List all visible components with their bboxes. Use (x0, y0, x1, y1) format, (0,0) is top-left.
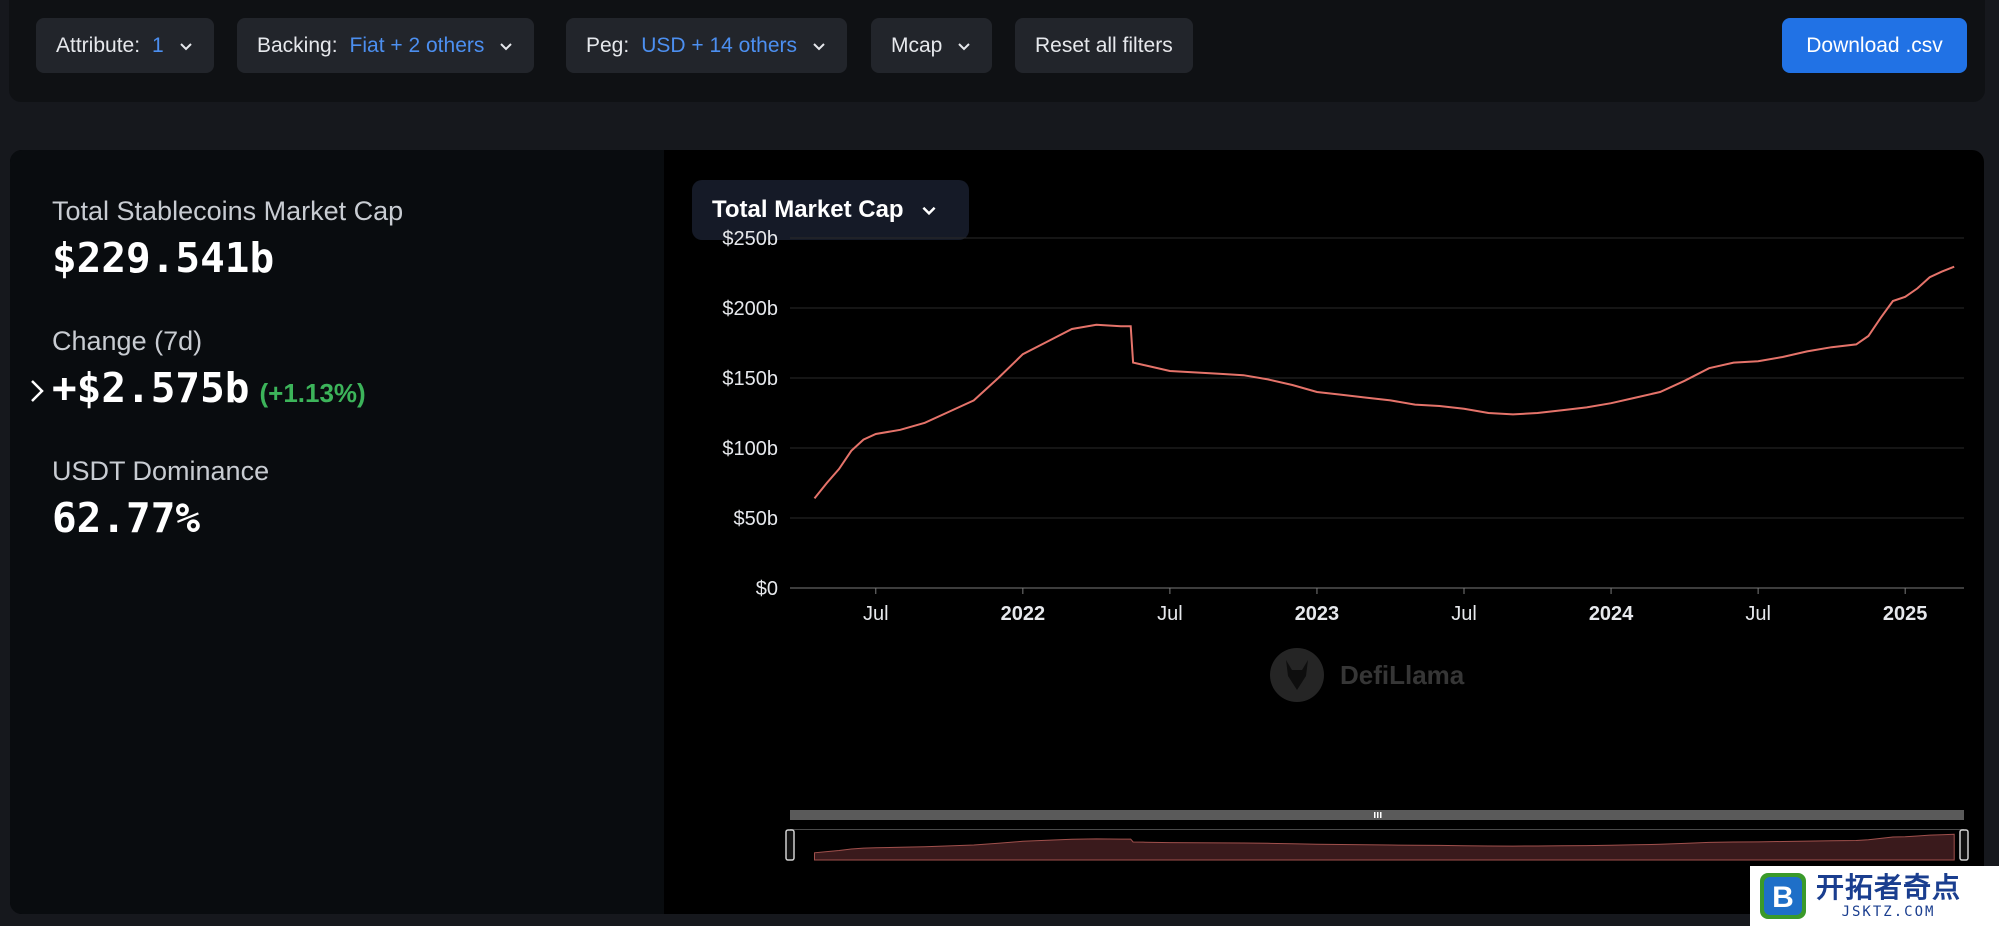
x-tick-label: Jul (1745, 603, 1771, 625)
jsktz-domain-text: JSKTZ.COM (1841, 904, 1936, 920)
zoom-left-handle[interactable] (785, 829, 795, 861)
backing-filter-label: Backing: (257, 33, 338, 57)
y-axis-ticks: $250b $200b $150b $100b $50b $0 (722, 228, 778, 600)
reset-filters-label: Reset all filters (1035, 33, 1173, 57)
backing-filter-button[interactable]: Backing: Fiat + 2 others (237, 18, 535, 73)
chart-type-label: Total Market Cap (712, 196, 904, 223)
x-tick-label: Jul (863, 603, 889, 625)
change-7d-value: +$2.575b (52, 364, 250, 412)
x-tick-label: Jul (1451, 603, 1477, 625)
market-cap-line (813, 265, 1955, 500)
chevron-down-icon (180, 42, 192, 50)
x-tick-label: Jul (1157, 603, 1183, 625)
jsktz-logo-icon: B (1760, 873, 1806, 919)
x-tick-label: 2025 (1883, 603, 1928, 625)
y-tick-label: $200b (722, 298, 778, 320)
total-mcap-value: $229.541b (52, 234, 275, 282)
download-csv-label: Download .csv (1806, 33, 1943, 57)
chevron-down-icon (813, 42, 825, 50)
svg-text:B: B (1772, 881, 1794, 914)
chart-grid (790, 237, 1964, 589)
x-tick-label: 2024 (1589, 603, 1634, 625)
zoom-preview-border (790, 829, 1964, 830)
mcap-filter-label: Mcap (891, 33, 943, 57)
x-axis-ticks: Jul 2022 Jul 2023 Jul 2024 Jul 2025 (863, 588, 1927, 625)
peg-filter-button[interactable]: Peg: USD + 14 others (566, 18, 848, 73)
watermark-text: DefiLlama (1340, 659, 1465, 690)
filter-bar: Attribute: 1 Backing: Fiat + 2 others Pe… (9, 0, 1985, 102)
stats-panel: Total Stablecoins Market Cap $229.541b C… (10, 150, 664, 914)
y-tick-label: $50b (734, 508, 779, 530)
y-tick-label: $250b (722, 228, 778, 250)
mcap-filter-button[interactable]: Mcap (871, 18, 993, 73)
market-cap-chart: $250b $200b $150b $100b $50b $0 Jul 2022 Jul 202… (722, 228, 1969, 861)
x-tick-label: 2022 (1001, 603, 1046, 625)
chevron-down-icon (922, 206, 936, 216)
reset-filters-button[interactable]: Reset all filters (1015, 18, 1193, 73)
defillama-logo-icon (1270, 648, 1324, 702)
chevron-down-icon (500, 42, 513, 50)
change-7d-row: +$2.575b (+1.13%) (52, 364, 366, 412)
usdt-dominance-label: USDT Dominance (52, 456, 270, 486)
zoom-right-handle[interactable] (1959, 829, 1969, 861)
x-tick-label: 2023 (1295, 603, 1340, 625)
jsktz-badge: B 开拓者奇点 JSKTZ.COM (1750, 866, 1999, 926)
attribute-filter-button[interactable]: Attribute: 1 (36, 18, 214, 73)
peg-filter-label: Peg: (586, 33, 630, 57)
chart-type-selector[interactable]: Total Market Cap (692, 180, 969, 240)
main-panel: Total Stablecoins Market Cap $229.541b C… (10, 150, 1984, 914)
change-7d-percent: (+1.13%) (259, 378, 366, 408)
total-mcap-label: Total Stablecoins Market Cap (52, 196, 404, 226)
zoom-preview-area (814, 833, 1955, 861)
change-7d-label: Change (7d) (52, 326, 203, 356)
y-tick-label: $150b (722, 368, 778, 390)
attribute-filter-label: Attribute: (56, 33, 141, 57)
y-tick-label: $100b (722, 438, 778, 460)
backing-filter-value: Fiat + 2 others (349, 33, 485, 57)
defillama-watermark: DefiLlama (1268, 640, 1488, 710)
zoom-slider-grip-icon[interactable] (1374, 812, 1382, 818)
download-csv-button[interactable]: Download .csv (1782, 18, 1967, 73)
y-tick-label: $0 (756, 578, 778, 600)
usdt-dominance-value: 62.77% (52, 494, 201, 542)
peg-filter-value: USD + 14 others (641, 33, 798, 57)
chevron-down-icon (958, 42, 971, 50)
chevron-right-icon[interactable] (26, 376, 48, 406)
attribute-filter-value: 1 (152, 33, 164, 57)
jsktz-chinese-text: 开拓者奇点 (1816, 871, 1962, 904)
